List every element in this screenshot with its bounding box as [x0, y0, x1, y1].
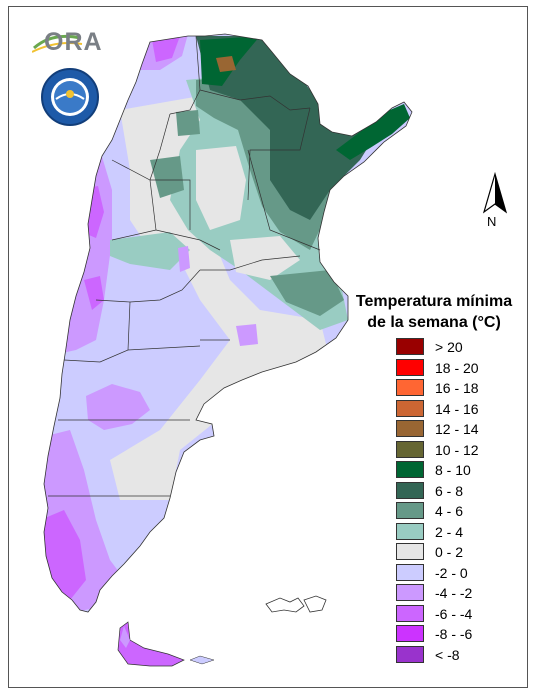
legend-label: < -8 [435, 646, 460, 663]
province-boundaries [48, 35, 321, 497]
ora-logo-text: ORA [44, 28, 103, 56]
legend-swatch [396, 379, 424, 396]
legend-label: 10 - 12 [435, 441, 479, 458]
agency-seal-icon [41, 68, 99, 126]
legend-swatch [396, 625, 424, 642]
legend-label: -6 - -4 [435, 605, 473, 622]
legend-label: 2 - 4 [435, 523, 464, 540]
legend-swatch [396, 502, 424, 519]
legend-swatch [396, 338, 424, 355]
north-arrow-icon [482, 172, 508, 214]
legend-swatch [396, 481, 424, 499]
legend-swatch [396, 399, 424, 417]
legend-label: 18 - 20 [435, 359, 479, 376]
legend-title-line2: de la semana (°C) [367, 314, 501, 331]
legend-swatch [396, 522, 424, 540]
legend-swatch [396, 358, 424, 376]
legend-title: Temperatura mínima de la semana (°C) [348, 291, 520, 333]
legend-swatch [396, 604, 424, 622]
tierra-del-fuego [117, 621, 215, 667]
legend-swatch [396, 420, 424, 437]
legend-label: 16 - 18 [435, 380, 479, 396]
legend-label: 0 - 2 [435, 544, 464, 560]
legend-label: 12 - 14 [435, 421, 479, 437]
legend-swatch [396, 461, 424, 478]
ora-logo [32, 34, 83, 53]
legend-label: -2 - 0 [435, 564, 468, 581]
legend-swatch [396, 543, 424, 560]
malvinas-islands [265, 595, 327, 613]
country-outline [43, 33, 413, 613]
legend-label: 14 - 16 [435, 400, 479, 417]
legend-label: 8 - 10 [435, 462, 471, 478]
north-label: N [487, 214, 497, 229]
legend-swatch [396, 440, 424, 458]
legend-label: 4 - 6 [435, 503, 464, 519]
legend-label: -4 - -2 [435, 585, 473, 601]
legend-swatch [396, 584, 424, 601]
legend-label: 6 - 8 [435, 482, 464, 499]
legend-label: -8 - -6 [435, 626, 473, 642]
legend-swatch [396, 563, 424, 581]
legend-title-line1: Temperatura mínima [355, 293, 513, 310]
legend-swatch [396, 645, 424, 663]
legend-label: > 20 [435, 339, 463, 355]
